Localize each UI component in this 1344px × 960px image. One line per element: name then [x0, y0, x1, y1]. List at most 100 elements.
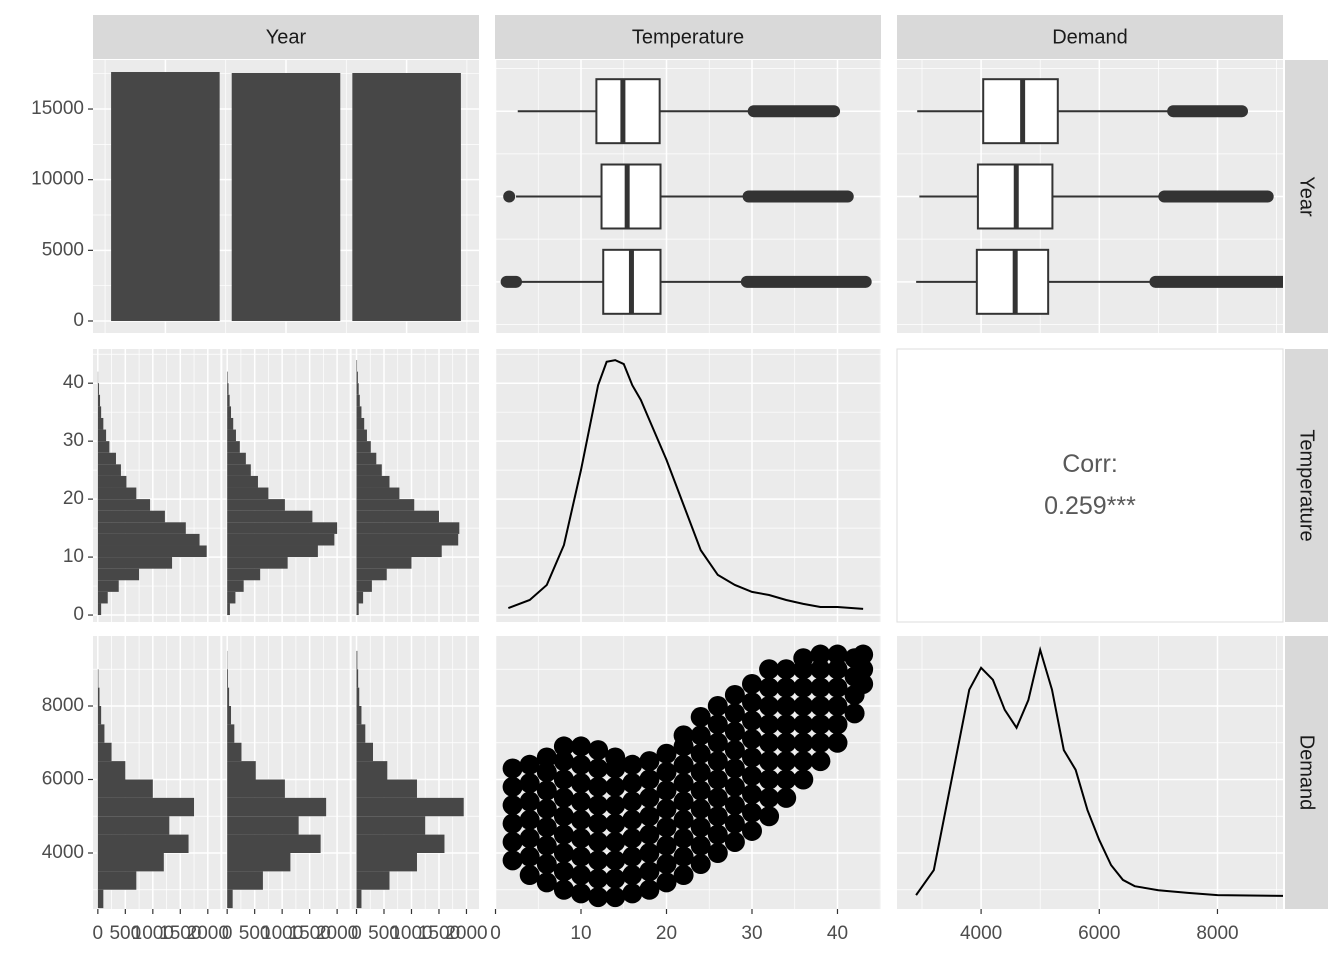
point	[673, 846, 694, 867]
point	[707, 824, 728, 845]
histogram-bar	[227, 724, 235, 743]
point	[571, 828, 592, 849]
point	[519, 754, 540, 775]
x-tick-label: 1500	[418, 923, 460, 944]
point	[605, 868, 626, 889]
histogram-bar	[227, 522, 338, 534]
point	[571, 736, 592, 757]
panel	[93, 349, 479, 622]
point	[605, 795, 626, 816]
panel	[495, 349, 881, 622]
histogram-bar	[97, 797, 195, 817]
x-tick-label: 4000	[960, 923, 1002, 944]
y-tick-label: 20	[63, 488, 84, 509]
histogram-bar	[356, 510, 439, 523]
x-tick-label: 6000	[1078, 923, 1120, 944]
histogram-bar	[97, 533, 200, 546]
x-tick-label: 1000	[390, 923, 432, 944]
y-tick-label: 40	[63, 372, 84, 393]
point	[639, 879, 660, 900]
histogram-bar	[227, 545, 318, 558]
point	[759, 659, 780, 680]
point	[536, 780, 557, 801]
point	[741, 784, 762, 805]
point	[707, 751, 728, 772]
point	[810, 696, 831, 717]
point	[656, 817, 677, 838]
histogram-bar	[97, 487, 137, 500]
histogram-bar	[227, 557, 288, 569]
histogram-bar	[97, 417, 104, 430]
histogram-bar	[227, 371, 228, 384]
histogram-bar	[356, 464, 382, 476]
histogram-bar	[227, 669, 228, 688]
point	[536, 747, 557, 768]
histogram-bar	[356, 871, 390, 890]
point	[724, 758, 745, 779]
bar	[352, 73, 461, 321]
histogram-bar	[97, 871, 137, 890]
histogram-bar	[356, 557, 412, 569]
histogram-bar	[97, 452, 116, 465]
point	[793, 696, 814, 717]
histogram-bar	[356, 360, 358, 372]
x-tick-label: 1000	[132, 923, 174, 944]
histogram-bar	[356, 487, 400, 500]
point	[759, 769, 780, 790]
point	[793, 751, 814, 772]
point	[690, 780, 711, 801]
histogram-bar	[227, 510, 313, 523]
histogram-bar	[227, 406, 232, 418]
point	[622, 828, 643, 849]
strip	[495, 15, 881, 59]
strip-label: Demand	[1052, 26, 1128, 48]
bar	[111, 72, 220, 321]
point	[553, 736, 574, 757]
y-tick-label: 8000	[42, 695, 84, 716]
point	[588, 868, 609, 889]
point	[519, 865, 540, 886]
point	[724, 776, 745, 797]
point	[622, 791, 643, 812]
histogram-bar	[227, 383, 229, 395]
strip-label: Year	[1296, 176, 1318, 217]
histogram-bar	[356, 522, 460, 534]
point	[553, 879, 574, 900]
point	[690, 743, 711, 764]
x-tick-label: 0	[222, 923, 233, 944]
point	[571, 754, 592, 775]
point	[502, 776, 523, 797]
histogram-bar	[227, 761, 256, 780]
point	[536, 835, 557, 856]
point	[622, 883, 643, 904]
point	[502, 813, 523, 834]
x-tick-label: 1000	[261, 923, 303, 944]
point	[827, 659, 848, 680]
histogram-bar	[227, 797, 327, 817]
point	[502, 831, 523, 852]
y-tick-label: 30	[63, 430, 84, 451]
histogram-bar	[97, 742, 112, 762]
histogram-bar	[356, 545, 442, 558]
histogram-bar	[97, 429, 107, 442]
point	[690, 835, 711, 856]
panel	[495, 60, 881, 333]
histogram-bar	[356, 406, 362, 418]
point	[571, 791, 592, 812]
point	[588, 887, 609, 908]
histogram-bar	[97, 669, 99, 688]
histogram-bar	[356, 533, 459, 546]
point	[673, 809, 694, 830]
strip-label: Temperature	[632, 26, 744, 48]
histogram-bar	[97, 406, 102, 418]
histogram-bar	[97, 557, 173, 569]
histogram-bar	[356, 852, 417, 872]
panel-background	[896, 348, 1284, 623]
point	[656, 780, 677, 801]
point	[605, 887, 626, 908]
histogram-bar	[97, 383, 99, 395]
histogram-bar	[97, 441, 110, 453]
point	[502, 795, 523, 816]
point	[536, 798, 557, 819]
histogram-bar	[97, 475, 127, 488]
